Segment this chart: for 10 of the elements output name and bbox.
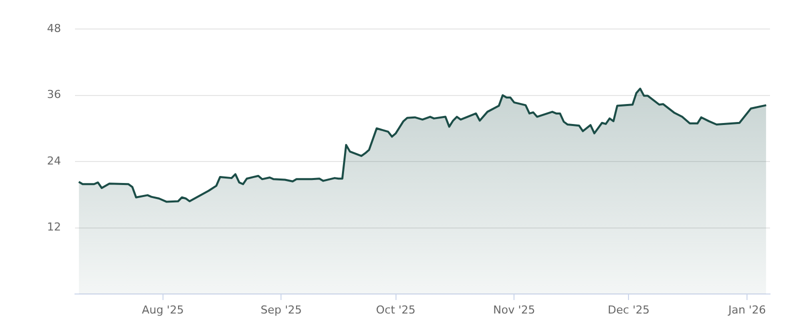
x-tick-label: Oct '25 [376, 303, 416, 316]
x-tick-label: Dec '25 [608, 303, 650, 316]
y-tick-label: 12 [47, 220, 61, 234]
x-tick-label: Sep '25 [260, 303, 302, 316]
y-tick-label: 24 [47, 154, 61, 168]
x-tick-label: Nov '25 [493, 303, 536, 316]
x-tick-label: Aug '25 [142, 303, 184, 316]
y-tick-label: 36 [47, 88, 61, 102]
y-tick-label: 48 [47, 22, 61, 35]
x-tick-label: Jan '26 [727, 303, 766, 316]
